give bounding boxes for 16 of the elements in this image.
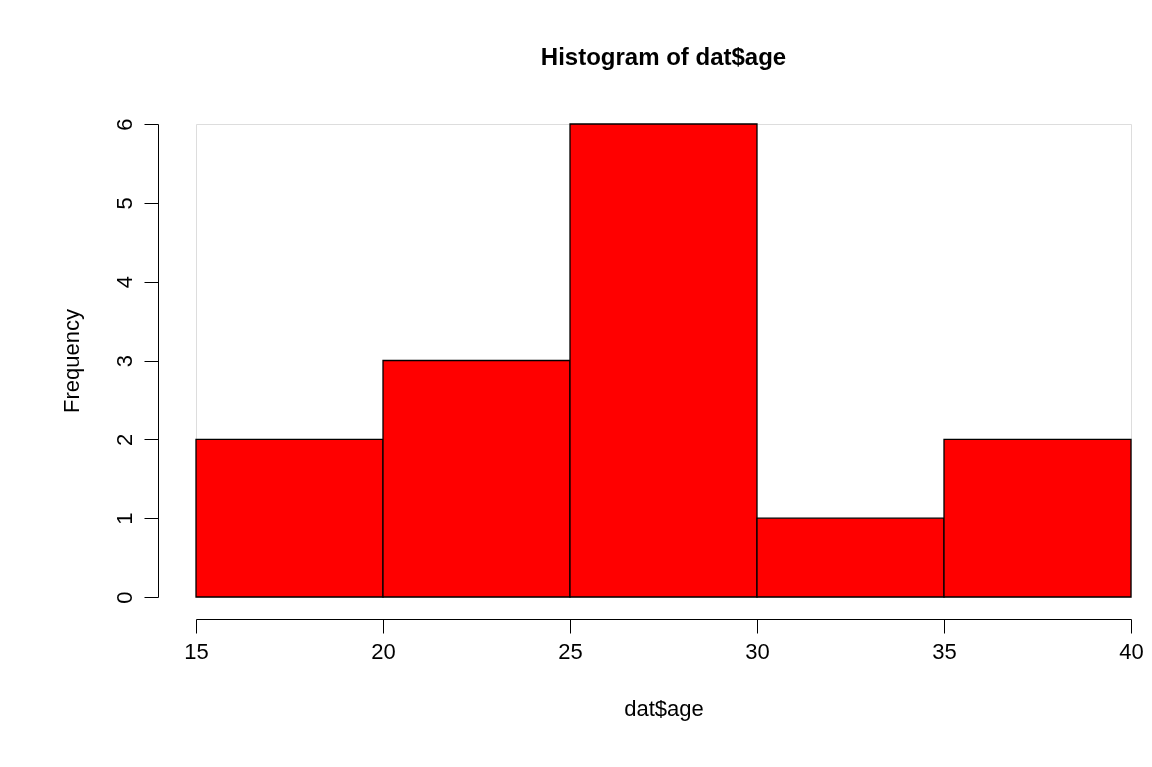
- y-axis-title: Frequency: [58, 309, 84, 413]
- chart-title: Histogram of dat$age: [540, 42, 787, 70]
- y-tick-label: 2: [111, 433, 137, 446]
- x-tick-label: 40: [1119, 638, 1144, 664]
- x-tick-label: 25: [558, 638, 583, 664]
- x-tick-label: 15: [184, 638, 209, 664]
- x-tick-label: 30: [745, 638, 770, 664]
- y-tick-label: 6: [111, 118, 137, 131]
- y-tick-label: 5: [111, 197, 137, 210]
- y-tick-label: 1: [111, 512, 137, 525]
- x-axis-title: dat$age: [624, 695, 704, 721]
- y-tick-label: 3: [111, 354, 137, 368]
- y-tick-label: 0: [111, 591, 137, 604]
- x-tick-label: 20: [371, 638, 396, 664]
- x-tick-label: 35: [932, 638, 957, 664]
- y-tick-label: 4: [111, 276, 137, 289]
